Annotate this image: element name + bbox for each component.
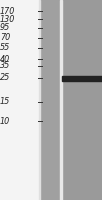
Bar [62, 75, 102, 80]
Bar [39, 0, 40, 200]
Text: 95: 95 [0, 23, 10, 32]
Bar [61, 0, 102, 200]
Bar [40, 0, 61, 200]
Text: 35: 35 [0, 62, 10, 71]
Bar [60, 0, 62, 200]
Text: 25: 25 [0, 73, 10, 82]
Text: 40: 40 [0, 54, 10, 64]
Text: 130: 130 [0, 15, 15, 23]
Text: 10: 10 [0, 116, 10, 126]
Text: 70: 70 [0, 33, 10, 43]
Text: 170: 170 [0, 6, 15, 16]
Text: 55: 55 [0, 44, 10, 52]
Text: 15: 15 [0, 98, 10, 106]
